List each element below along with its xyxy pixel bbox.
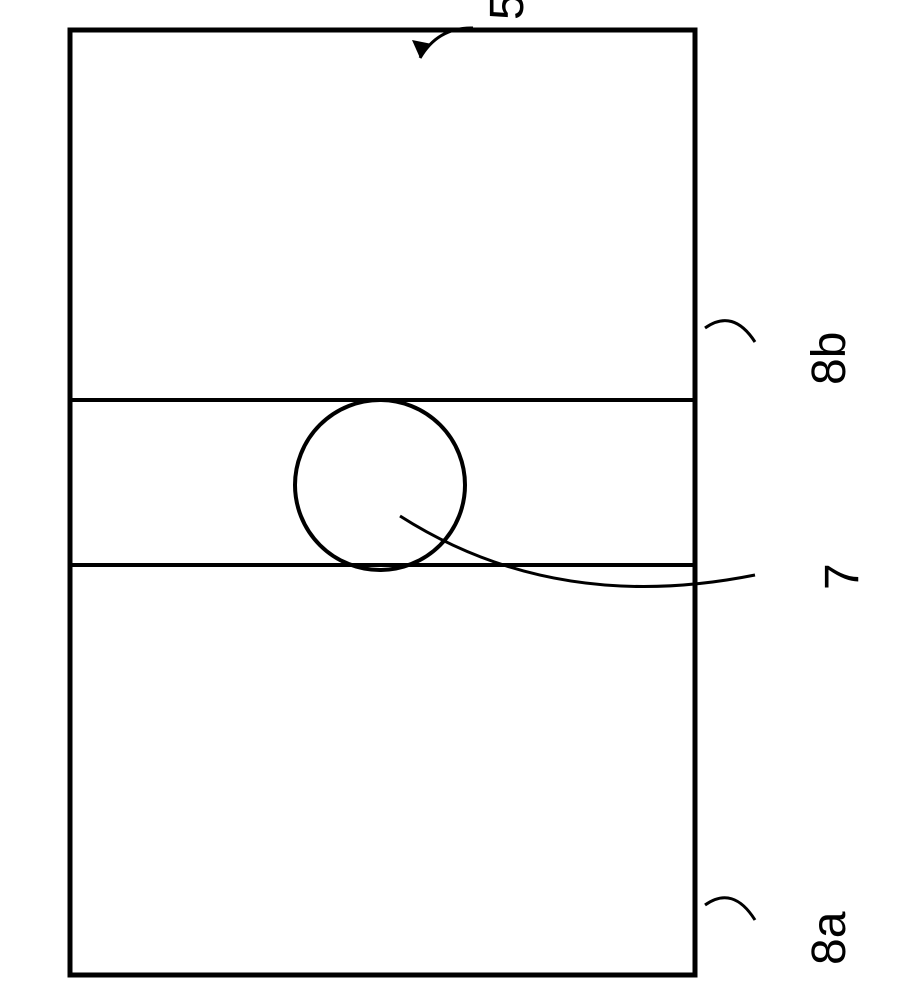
leader-top-arrowhead <box>412 40 432 58</box>
label-panel-right: 8b <box>802 332 857 385</box>
diagram-container: 5 7 8a 8b <box>0 0 899 1000</box>
label-top-text: 5 <box>481 0 534 20</box>
label-top: 5 <box>480 0 535 20</box>
label-panel-left: 8a <box>802 912 857 965</box>
leader-panel-left <box>705 898 755 920</box>
diagram-svg <box>0 0 899 1000</box>
label-circle-text: 7 <box>816 563 869 590</box>
leader-panel-right <box>705 321 755 342</box>
label-panel-right-text: 8b <box>803 332 856 385</box>
label-circle: 7 <box>815 563 870 590</box>
label-panel-left-text: 8a <box>803 912 856 965</box>
center-circle <box>295 400 465 570</box>
outer-rectangle <box>70 30 695 975</box>
